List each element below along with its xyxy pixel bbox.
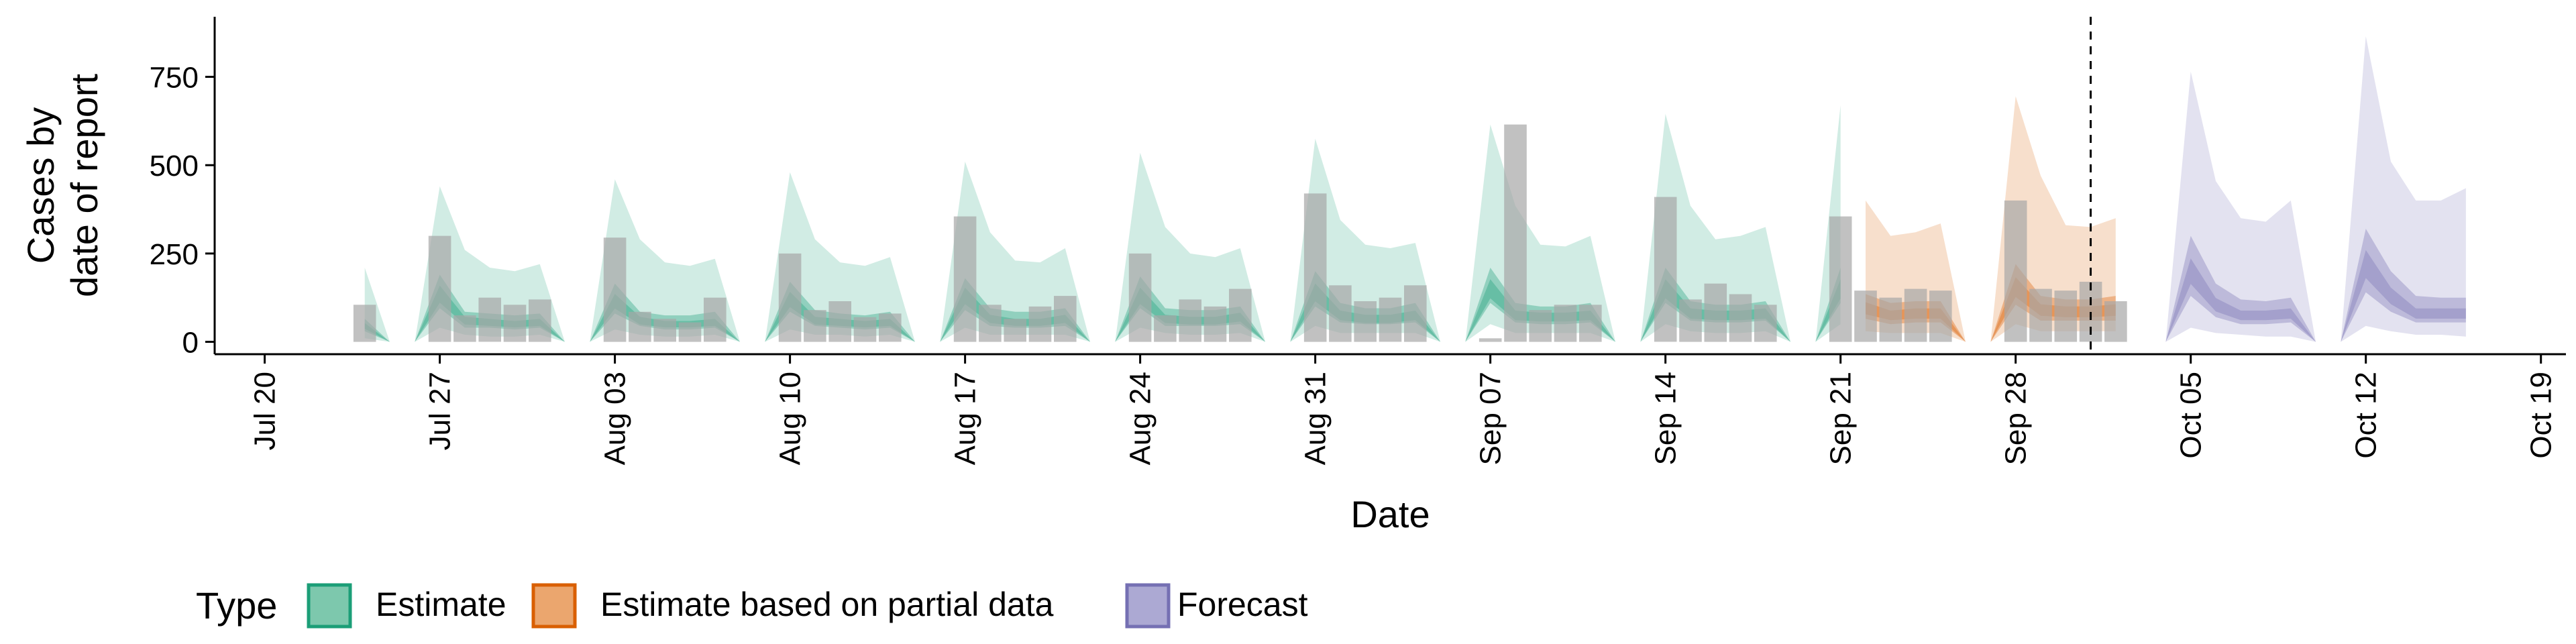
x-tick-label: Aug 24 [1124,372,1157,465]
bar [353,305,376,342]
x-tick-label: Aug 31 [1299,372,1332,465]
ribbon-2-interval-90 [2141,36,2466,342]
y-axis-title-line-1: Cases by [19,107,62,264]
x-tick-label: Aug 17 [949,372,982,465]
x-tick-label: Oct 12 [2350,372,2383,459]
bar [1154,315,1177,342]
bar [1929,290,1952,342]
legend-title: Type [196,584,277,627]
bar [503,305,527,342]
bar [1704,283,1727,342]
bar [453,315,476,342]
x-tick-label: Oct 05 [2175,372,2208,459]
ribbon-1-interval-90 [1866,96,2116,342]
bar [853,317,877,342]
bars-layer [353,124,2127,342]
bar [979,305,1002,342]
x-tick-label: Aug 03 [599,372,632,465]
bar [603,237,627,342]
y-axis-title-line-2: date of report [63,74,105,298]
legend-key-estimate [307,583,352,629]
bar [879,313,902,342]
bar [1004,319,1026,342]
ribbon-2-median-band [2141,250,2466,342]
bar [1854,290,1877,342]
bar [778,253,802,342]
bar [478,297,501,342]
bar [2054,290,2078,342]
bar [1329,285,1352,342]
y-tick-label: 0 [182,327,199,360]
y-axis-ticks: 0 250 500 750 [150,62,215,360]
bar [1879,297,1902,342]
legend-label-estimate: Estimate [376,586,506,623]
bar [2029,288,2052,342]
bar [1554,305,1577,342]
bar [1303,193,1327,342]
bar [1203,306,1227,342]
legend-label-forecast: Forecast [1177,586,1308,623]
bar [1904,288,1927,342]
bar [2004,200,2027,342]
bar [1128,253,1152,342]
legend-key-partial [531,583,577,629]
ribbon-0-median-band [364,279,1841,342]
bar [953,216,977,342]
legend: Type Estimate Estimate based on partial … [196,583,1308,629]
bar [1579,305,1602,342]
bar [1829,216,1852,342]
bar [1529,310,1552,342]
ribbon-0-interval-90 [364,105,1841,342]
bar [1729,294,1752,342]
ribbon-0-interval-50 [364,268,1841,342]
bar [704,297,727,342]
x-tick-label: Sep 21 [1825,372,1858,465]
bar [1179,299,1201,342]
bar [804,310,826,342]
bar [1504,124,1527,342]
bar [1028,306,1052,342]
x-tick-label: Jul 27 [424,372,457,450]
bar [1654,197,1677,342]
x-tick-label: Sep 07 [1474,372,1507,465]
bar [1354,301,1377,342]
legend-label-partial: Estimate based on partial data [600,586,1054,623]
bar [629,311,651,342]
x-tick-label: Oct 19 [2525,372,2558,459]
bar [653,319,676,342]
bar [1229,288,1252,342]
y-tick-label: 500 [150,150,199,182]
bar [1054,296,1077,342]
y-tick-label: 750 [150,62,199,95]
bar [2104,301,2127,342]
y-tick-label: 250 [150,238,199,271]
x-tick-label: Aug 10 [774,372,807,465]
bar [428,235,451,342]
x-axis-ticks: Jul 20 Jul 27 Aug 03 Aug 10 Aug 17 Aug 24 Aug … [249,354,2558,465]
x-tick-label: Jul 20 [249,372,282,450]
x-tick-label: Sep 14 [1650,372,1682,465]
bar [678,322,702,342]
bar [1479,338,1502,342]
bar [1679,299,1702,342]
bar [1379,297,1402,342]
ribbon-2-interval-50 [2141,229,2466,342]
x-axis-title: Date [1350,493,1430,535]
bar [529,299,551,342]
legend-key-forecast [1125,583,1171,629]
bar [828,301,851,342]
x-tick-label: Sep 28 [2000,372,2033,465]
bar [1404,285,1427,342]
bar [1754,305,1777,342]
